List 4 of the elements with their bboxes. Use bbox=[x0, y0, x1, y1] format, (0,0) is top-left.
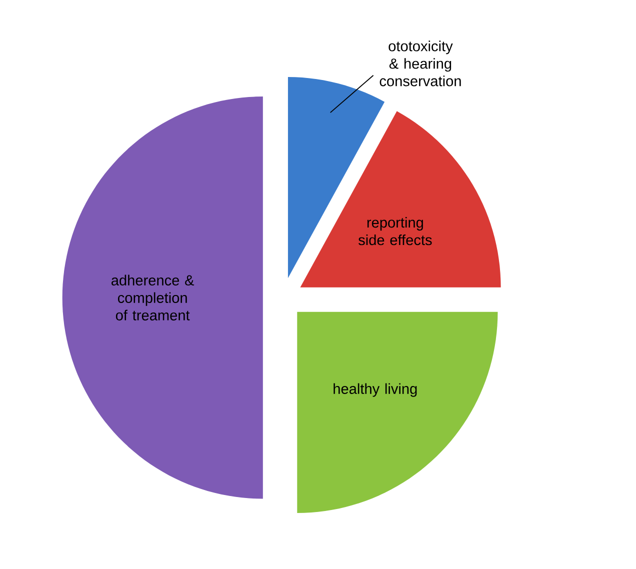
slice-label: ototoxicity & hearing conservation bbox=[380, 40, 461, 86]
slice-label: reporting side effects bbox=[358, 216, 432, 246]
slice-label: healthy living bbox=[334, 383, 417, 397]
slice-label: adherence & completion of treament bbox=[112, 274, 194, 320]
